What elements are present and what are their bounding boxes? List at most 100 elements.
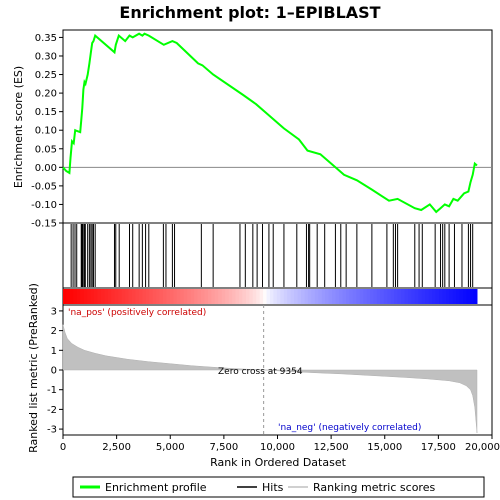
colorbar-strip <box>301 289 305 304</box>
colorbar-strip <box>394 289 399 304</box>
metric-area <box>62 324 478 434</box>
colorbar-strip <box>197 289 202 304</box>
colorbar-strip <box>221 289 226 304</box>
colorbar-strip <box>463 289 468 304</box>
colorbar-strip <box>352 289 357 304</box>
colorbar-strip <box>128 289 133 304</box>
colorbar-strip <box>276 289 281 304</box>
hits-panel-frame <box>62 222 493 289</box>
colorbar-strip <box>328 289 333 304</box>
colorbar-strip <box>269 289 274 304</box>
colorbar-strip <box>366 289 371 304</box>
x-tick-label: 2,500 <box>102 442 131 453</box>
colorbar-strip <box>204 289 209 304</box>
colorbar-strip <box>194 289 199 304</box>
colorbar-strip <box>283 289 288 304</box>
colorbar-strip <box>63 289 67 304</box>
colorbar-strip <box>156 289 161 304</box>
legend-box <box>72 476 485 498</box>
es-y-axis: -0.15 -0.10 -0.05 0.00 0.05 0.10 0.15 0.20 0.25 0… <box>31 33 492 230</box>
colorbar-strip <box>287 289 292 304</box>
colorbar-strip <box>397 289 402 304</box>
colorbar-strip <box>256 289 261 304</box>
colorbar-strip <box>273 289 278 304</box>
x-tick-label: 7,500 <box>210 442 239 453</box>
x-tick-label: 12,500 <box>314 442 349 453</box>
colorbar-strip <box>383 289 388 304</box>
colorbar-strip <box>390 289 395 304</box>
colorbar-strip <box>131 289 136 304</box>
colorbar-strip <box>332 289 337 304</box>
es-curve <box>62 32 478 214</box>
colorbar-strip <box>466 289 471 304</box>
ranked-colorbar <box>63 289 478 304</box>
x-tick-label: 5,000 <box>156 442 185 453</box>
metric-y-tick-label: -1 <box>47 385 57 396</box>
colorbar-strip <box>263 289 268 304</box>
colorbar-strip <box>114 289 119 304</box>
colorbar-strip <box>452 289 457 304</box>
colorbar-strip <box>200 289 205 304</box>
x-axis-title: Rank in Ordered Dataset <box>210 456 347 469</box>
colorbar-strip <box>376 289 381 304</box>
es-y-tick-label: 0.15 <box>35 107 57 118</box>
colorbar-strip <box>142 289 147 304</box>
colorbar-strip <box>345 289 350 304</box>
colorbar-strip <box>149 289 154 304</box>
metric-y-tick-label: -3 <box>47 425 57 436</box>
colorbar-strip <box>342 289 347 304</box>
colorbar-strip <box>459 289 464 304</box>
x-tick-label: 15,000 <box>367 442 402 453</box>
colorbar-strip <box>363 289 368 304</box>
metric-y-axis-title: Ranked list metric (PreRanked) <box>27 283 40 453</box>
colorbar-strip <box>307 289 312 304</box>
metric-y-tick-label: 1 <box>51 346 57 357</box>
colorbar-strip <box>180 289 185 304</box>
colorbar-strip <box>80 289 85 304</box>
colorbar-strip <box>245 289 250 304</box>
colorbar-strip <box>76 289 81 304</box>
colorbar-strip <box>166 289 171 304</box>
colorbar-strip <box>73 289 78 304</box>
colorbar-strip <box>356 289 361 304</box>
colorbar-strip <box>401 289 406 304</box>
colorbar-strip <box>218 289 223 304</box>
metric-y-tick-label: 2 <box>51 326 57 337</box>
legend-metric-label: Ranking metric scores <box>313 481 435 494</box>
colorbar-strip <box>163 289 167 304</box>
colorbar-strip <box>421 289 426 304</box>
colorbar-strip <box>294 289 299 304</box>
metric-y-tick-label: 0 <box>51 366 57 377</box>
colorbar-strip <box>318 289 323 304</box>
colorbar-strip <box>425 289 430 304</box>
colorbar-strip <box>190 289 195 304</box>
colorbar-strip <box>449 289 454 304</box>
x-tick-label: 0 <box>60 442 66 453</box>
colorbar-strip <box>411 289 416 304</box>
colorbar-strip <box>439 289 443 304</box>
legend-enrichment-label: Enrichment profile <box>105 481 207 494</box>
colorbar-strip <box>311 289 316 304</box>
plot-title: Enrichment plot: 1–EPIBLAST <box>119 3 380 22</box>
na-neg-annotation: 'na_neg' (negatively correlated) <box>278 423 421 433</box>
es-y-tick-label: -0.10 <box>31 200 57 211</box>
colorbar-strip <box>207 289 212 304</box>
colorbar-strip <box>249 289 254 304</box>
metric-layer <box>62 305 478 435</box>
colorbar-strip <box>266 289 271 304</box>
colorbar-strip <box>387 289 392 304</box>
colorbar-strip <box>349 289 354 304</box>
es-y-axis-title: Enrichment score (ES) <box>12 66 25 188</box>
colorbar-strip <box>373 289 378 304</box>
colorbar-strip <box>235 289 240 304</box>
x-tick-label: 20,000 <box>465 442 500 453</box>
colorbar-strip <box>107 289 112 304</box>
colorbar-strip <box>228 289 233 304</box>
colorbar-strip <box>359 289 364 304</box>
colorbar-strip <box>304 289 309 304</box>
es-y-tick-label: -0.05 <box>31 181 57 192</box>
es-y-tick-label: 0.25 <box>35 70 57 81</box>
es-y-tick-label: 0.10 <box>35 126 57 137</box>
colorbar-strip <box>83 289 88 304</box>
